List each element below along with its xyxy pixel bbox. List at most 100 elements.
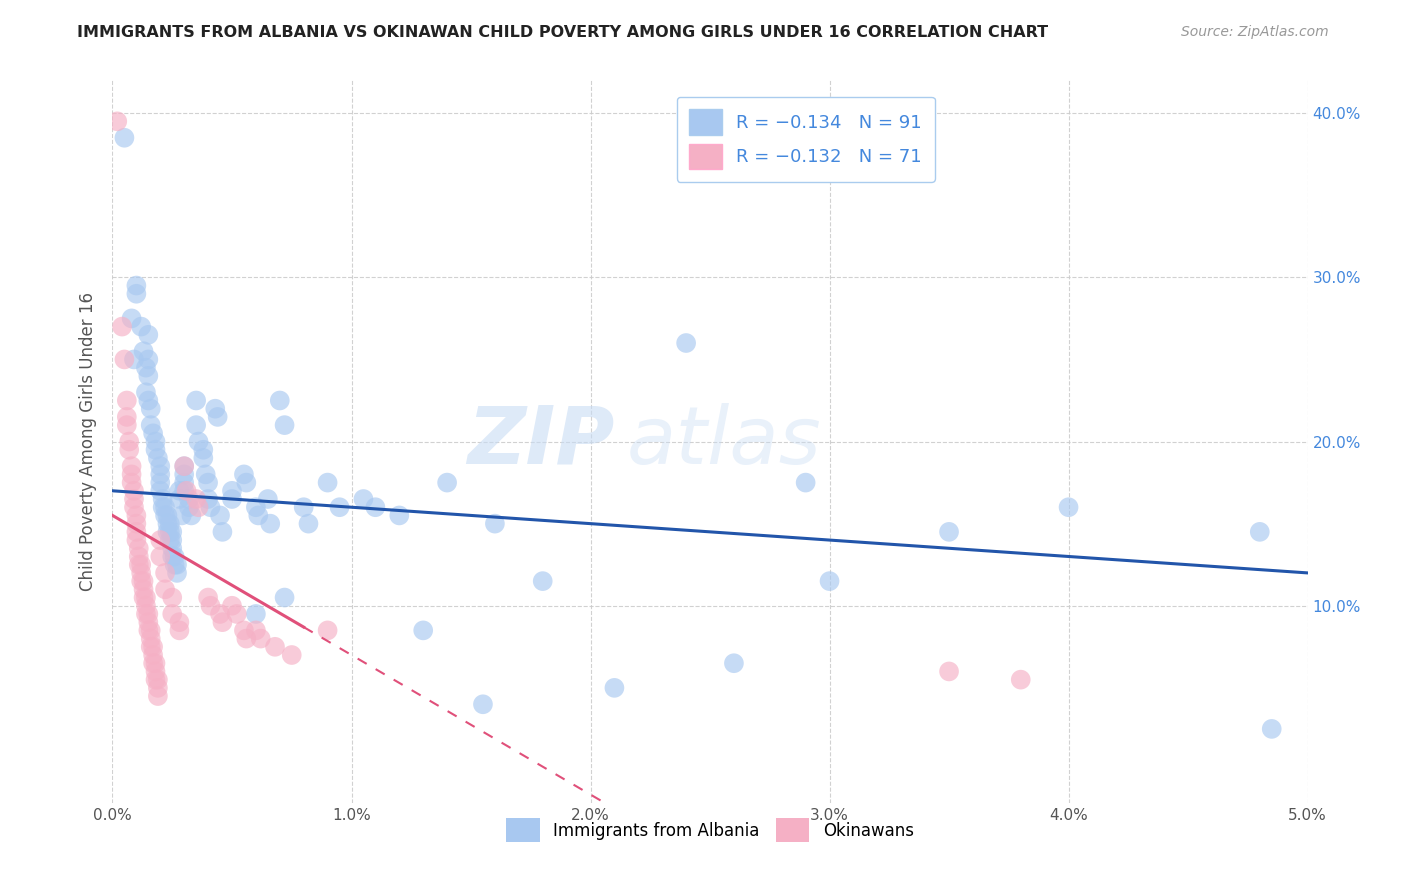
- Point: [159, 516, 181, 531]
- Point: [138, 368, 160, 383]
- Point: [121, 311, 143, 326]
- Point: [169, 483, 191, 498]
- Point: [135, 599, 157, 613]
- Point: [139, 401, 162, 416]
- Point: [139, 624, 162, 638]
- Point: [146, 681, 169, 695]
- Point: [209, 508, 232, 523]
- Point: [125, 278, 148, 293]
- Point: [176, 483, 198, 498]
- Legend: Immigrants from Albania, Okinawans: Immigrants from Albania, Okinawans: [499, 812, 921, 848]
- Point: [193, 450, 215, 465]
- Point: [186, 491, 208, 506]
- Point: [121, 467, 143, 482]
- Point: [145, 442, 167, 457]
- Point: [186, 418, 208, 433]
- Point: [173, 459, 195, 474]
- Point: [209, 607, 232, 621]
- Point: [138, 624, 160, 638]
- Point: [153, 508, 176, 523]
- Point: [139, 632, 162, 646]
- Text: Source: ZipAtlas.com: Source: ZipAtlas.com: [1181, 25, 1329, 39]
- Point: [115, 418, 138, 433]
- Point: [125, 516, 148, 531]
- Point: [146, 450, 169, 465]
- Point: [194, 467, 217, 482]
- Point: [132, 344, 155, 359]
- Point: [162, 541, 183, 556]
- Point: [938, 665, 960, 679]
- Point: [162, 524, 183, 539]
- Point: [169, 624, 191, 638]
- Point: [412, 624, 434, 638]
- Point: [723, 657, 745, 671]
- Point: [128, 549, 150, 564]
- Point: [177, 491, 200, 506]
- Point: [163, 549, 186, 564]
- Point: [162, 533, 183, 547]
- Point: [132, 591, 155, 605]
- Point: [273, 591, 295, 605]
- Point: [142, 657, 165, 671]
- Point: [204, 401, 226, 416]
- Point: [159, 524, 181, 539]
- Point: [603, 681, 626, 695]
- Point: [257, 491, 280, 506]
- Point: [162, 549, 183, 564]
- Point: [180, 508, 202, 523]
- Point: [221, 599, 243, 613]
- Text: atlas: atlas: [627, 402, 821, 481]
- Point: [364, 500, 387, 515]
- Point: [153, 500, 176, 515]
- Point: [207, 409, 229, 424]
- Point: [139, 640, 162, 654]
- Point: [269, 393, 291, 408]
- Point: [121, 459, 143, 474]
- Point: [145, 434, 167, 449]
- Point: [159, 533, 181, 547]
- Point: [235, 475, 257, 490]
- Point: [245, 500, 267, 515]
- Point: [675, 336, 697, 351]
- Point: [1057, 500, 1080, 515]
- Point: [125, 508, 148, 523]
- Point: [197, 591, 219, 605]
- Point: [173, 475, 195, 490]
- Point: [221, 483, 243, 498]
- Point: [187, 434, 209, 449]
- Point: [173, 459, 195, 474]
- Point: [153, 582, 176, 597]
- Point: [132, 574, 155, 588]
- Point: [197, 491, 219, 506]
- Point: [145, 657, 167, 671]
- Point: [149, 549, 172, 564]
- Point: [138, 393, 160, 408]
- Point: [247, 508, 270, 523]
- Point: [531, 574, 554, 588]
- Point: [329, 500, 352, 515]
- Point: [142, 648, 165, 662]
- Point: [225, 607, 247, 621]
- Point: [353, 491, 375, 506]
- Point: [135, 607, 157, 621]
- Point: [125, 533, 148, 547]
- Point: [122, 500, 145, 515]
- Text: ZIP: ZIP: [467, 402, 614, 481]
- Point: [938, 524, 960, 539]
- Point: [388, 508, 411, 523]
- Point: [114, 130, 135, 145]
- Point: [129, 566, 152, 580]
- Point: [114, 352, 135, 367]
- Point: [122, 483, 145, 498]
- Point: [186, 393, 208, 408]
- Point: [153, 566, 176, 580]
- Point: [142, 640, 165, 654]
- Point: [138, 327, 160, 342]
- Point: [233, 624, 256, 638]
- Point: [818, 574, 841, 588]
- Point: [149, 459, 172, 474]
- Point: [125, 286, 148, 301]
- Text: IMMIGRANTS FROM ALBANIA VS OKINAWAN CHILD POVERTY AMONG GIRLS UNDER 16 CORRELATI: IMMIGRANTS FROM ALBANIA VS OKINAWAN CHIL…: [77, 25, 1049, 40]
- Point: [316, 475, 339, 490]
- Point: [200, 599, 222, 613]
